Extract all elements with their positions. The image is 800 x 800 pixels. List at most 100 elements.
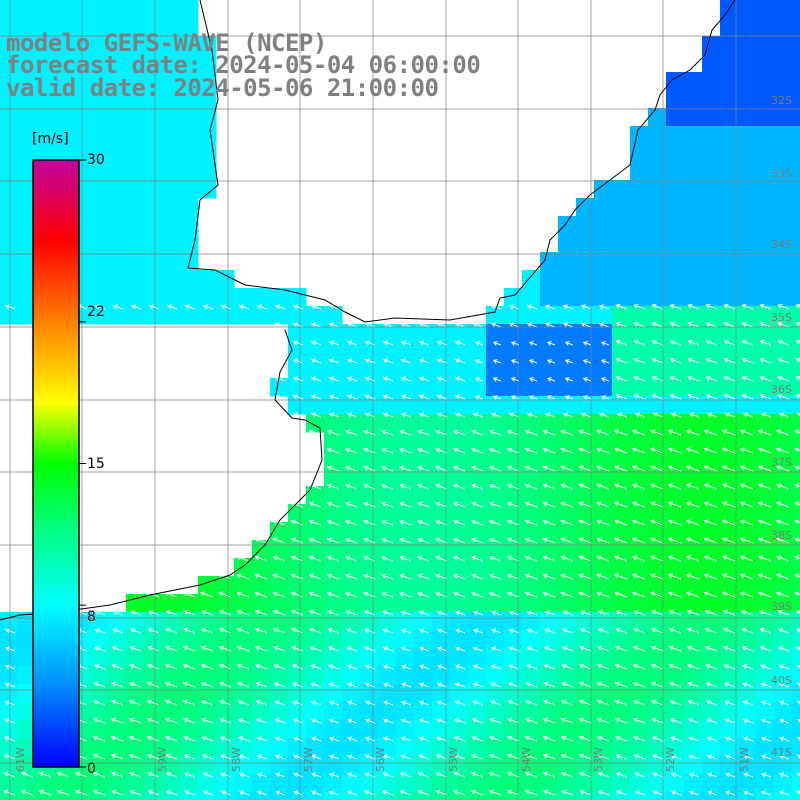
wind-speed-cell — [0, 288, 19, 307]
wind-arrow — [632, 519, 646, 526]
wind-speed-cell — [126, 720, 145, 739]
lat-label-36s: 36S — [771, 383, 792, 396]
wind-arrow — [562, 628, 574, 634]
wind-speed-cell — [450, 738, 469, 757]
wind-arrow — [794, 429, 800, 435]
wind-speed-cell — [414, 594, 433, 613]
wind-speed-cell — [684, 90, 703, 109]
wind-speed-cell — [450, 468, 469, 487]
wind-speed-cell — [126, 288, 145, 307]
wind-speed-cell — [108, 90, 127, 109]
wind-arrow — [310, 394, 322, 400]
wind-arrow — [255, 663, 268, 670]
wind-speed-cell — [594, 180, 613, 199]
wind-speed-cell — [396, 576, 415, 595]
wind-arrow — [506, 501, 520, 508]
wind-speed-cell — [90, 720, 109, 739]
wind-speed-cell — [144, 180, 163, 199]
wind-speed-cell — [324, 504, 343, 523]
wind-arrow — [761, 754, 772, 760]
wind-arrow — [778, 412, 790, 418]
wind-speed-cell — [558, 468, 577, 487]
wind-arrow — [345, 555, 358, 562]
wind-arrow — [236, 573, 250, 580]
wind-speed-cell — [18, 792, 37, 800]
coastline — [0, 0, 736, 621]
wind-speed-cell — [126, 738, 145, 757]
wind-speed-cell — [360, 576, 379, 595]
wind-speed-cell — [558, 522, 577, 541]
wind-speed-cell — [522, 684, 541, 703]
wind-speed-cell — [90, 792, 109, 800]
lat-label-39s: 39S — [771, 600, 792, 613]
wind-speed-cell — [522, 522, 541, 541]
wind-arrow — [742, 412, 754, 418]
wind-arrow — [382, 772, 394, 778]
wind-speed-cell — [18, 36, 37, 55]
wind-arrow — [254, 645, 268, 652]
wind-speed-cell — [216, 270, 235, 289]
wind-speed-cell — [414, 792, 433, 800]
wind-speed-cell — [648, 378, 667, 397]
wind-arrow — [528, 395, 538, 400]
wind-arrow — [743, 772, 754, 778]
wind-speed-cell — [738, 450, 757, 469]
wind-arrow — [778, 646, 790, 652]
wind-speed-cell — [666, 360, 685, 379]
wind-arrow — [579, 789, 592, 796]
wind-speed-cell — [486, 576, 505, 595]
wind-arrow — [652, 412, 664, 418]
wind-speed-cell — [774, 126, 793, 145]
wind-speed-cell — [738, 360, 757, 379]
wind-speed-cell — [630, 252, 649, 271]
wind-speed-cell — [162, 0, 181, 19]
wind-arrow — [489, 753, 502, 760]
wind-arrow — [435, 429, 448, 436]
wind-speed-cell — [666, 558, 685, 577]
wind-speed-cell — [558, 558, 577, 577]
wind-arrow — [128, 735, 142, 742]
wind-speed-cell — [630, 432, 649, 451]
wind-speed-cell — [360, 792, 379, 800]
wind-speed-cell — [162, 108, 181, 127]
wind-speed-cell — [306, 648, 325, 667]
wind-speed-cell — [504, 306, 523, 325]
wind-speed-cell — [270, 540, 289, 559]
wind-speed-cell — [18, 738, 37, 757]
wind-speed-cell — [270, 576, 289, 595]
wind-speed-cell — [0, 684, 19, 703]
wind-arrow — [616, 790, 628, 796]
wind-speed-cell — [396, 342, 415, 361]
wind-speed-cell — [288, 774, 307, 793]
wind-arrow — [742, 718, 754, 724]
wind-speed-cell — [90, 702, 109, 721]
wind-speed-cell — [756, 288, 775, 307]
wind-speed-cell — [432, 684, 451, 703]
wind-arrow — [308, 591, 322, 598]
wind-arrow — [578, 447, 592, 454]
wind-speed-cell — [18, 234, 37, 253]
wind-speed-cell — [36, 774, 55, 793]
wind-arrow — [669, 375, 682, 382]
wind-speed-cell — [306, 756, 325, 775]
wind-arrow — [308, 537, 322, 544]
wind-arrow — [508, 646, 520, 652]
wind-arrow — [435, 789, 448, 796]
wind-arrow — [633, 339, 646, 346]
wind-speed-cell — [0, 126, 19, 145]
wind-arrow — [310, 790, 322, 796]
wind-speed-cell — [540, 450, 559, 469]
wind-arrow — [707, 790, 718, 796]
wind-speed-cell — [486, 702, 505, 721]
wind-arrow — [129, 681, 142, 688]
wind-speed-cell — [576, 576, 595, 595]
wind-speed-cell — [558, 684, 577, 703]
wind-speed-cell — [396, 378, 415, 397]
wind-arrow — [600, 395, 610, 400]
wind-speed-cell — [576, 756, 595, 775]
wind-arrow — [649, 465, 664, 472]
wind-speed-cell — [324, 792, 343, 800]
wind-speed-cell — [558, 450, 577, 469]
wind-arrow — [561, 663, 574, 670]
wind-speed-cell — [108, 666, 127, 685]
